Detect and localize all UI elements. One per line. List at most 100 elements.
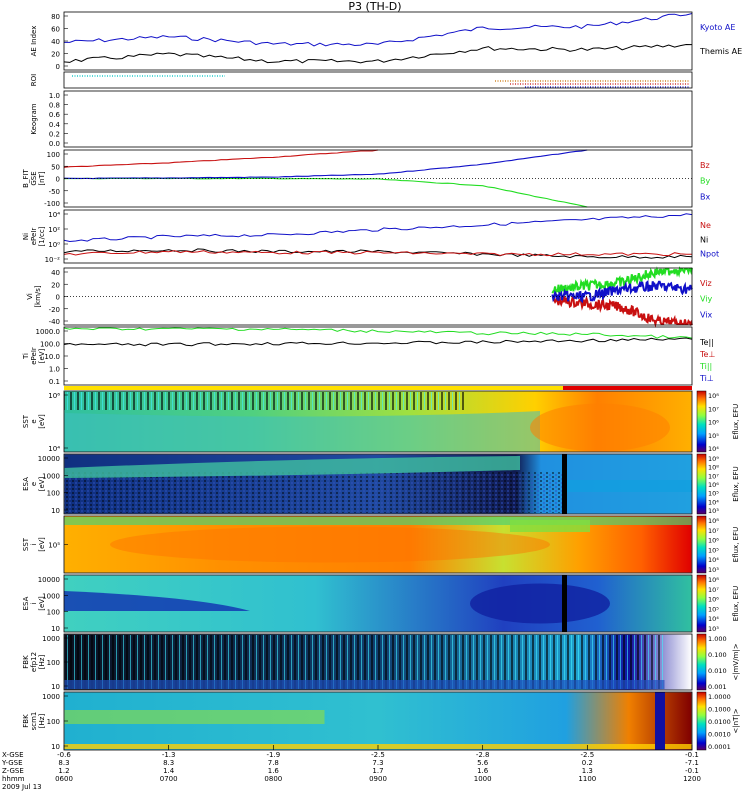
fbk-b-green-band <box>64 710 325 724</box>
ylabel-sst_e: [eV] <box>38 414 46 429</box>
ytick-esa_i: 10000 <box>38 576 60 584</box>
colorbar-tick-fbk_b: 0.0001 <box>708 743 731 751</box>
ytick-keogram: 1.0 <box>49 92 60 100</box>
ylabel-keogram: Keogram <box>30 103 38 134</box>
ylabel-ae: AE Index <box>30 26 38 57</box>
ytick-bfield: -50 <box>49 188 60 196</box>
legend-velocity: Viz <box>700 279 712 288</box>
ylabel-fbk_b: FBK <box>22 714 30 728</box>
sst-e-lower-region <box>64 411 540 452</box>
colorbar-tick-sst_e: 10⁷ <box>708 405 719 413</box>
ylabel-esa_i: [eV] <box>38 596 46 611</box>
xtick-label: 8.3 <box>163 759 174 767</box>
ytick-temp: 1.0 <box>49 366 60 374</box>
panel-frame-density <box>63 209 693 264</box>
colorbar-tick-esa_i: 10⁷ <box>708 586 719 594</box>
colorbar-sst_i <box>696 515 707 574</box>
status-bar <box>64 386 692 390</box>
ylabel-roi: ROI <box>30 74 38 86</box>
xtick-label: 1.7 <box>372 767 383 775</box>
colorbar-tick-fbk_b: 0.0010 <box>708 731 731 739</box>
ylabel-density: [1/cc] <box>38 226 46 246</box>
legend-temp: Te|| <box>699 338 714 347</box>
ytick-esa_i: 100 <box>47 609 60 617</box>
ytick-sst_i: 10⁵ <box>48 542 60 550</box>
series-bfield-by <box>63 177 588 208</box>
fbk-e-bottom-band <box>64 680 665 689</box>
ytick-keogram: 0.8 <box>49 102 60 110</box>
colorbar-tick-esa_e: 10⁶ <box>708 481 719 489</box>
ylabel-temp: [eV] <box>38 348 46 363</box>
colorbar-tick-esa_e: 10³ <box>708 507 719 515</box>
ytick-esa_i: 1000 <box>42 592 60 600</box>
colorbar-tick-sst_e: 10⁸ <box>708 392 719 400</box>
colorbar-tick-esa_e: 10⁴ <box>708 498 719 506</box>
ytick-velocity: 40 <box>51 269 60 277</box>
series-bfield-bz <box>63 149 379 168</box>
colorbar-tick-esa_e: 10⁵ <box>708 490 719 498</box>
ylabel-fbk_e: efp12 <box>30 652 38 672</box>
legend-velocity: Vix <box>700 310 713 319</box>
xtick-label: 5.6 <box>477 759 489 767</box>
series-ae-kyoto-ae <box>64 13 693 47</box>
colorbar-esa_i <box>696 574 707 633</box>
ytick-velocity: -20 <box>49 306 60 314</box>
series-density-npot <box>63 213 693 243</box>
esa-e-upper-band <box>64 456 520 478</box>
ytick-esa_e: 10000 <box>38 455 60 463</box>
colorbar-tick-esa_e: 10⁹ <box>708 455 719 463</box>
ytick-density: 10⁴ <box>48 211 60 219</box>
ytick-bfield: -100 <box>44 200 60 208</box>
ytick-bfield: 50 <box>51 163 60 171</box>
ytick-ae: 0 <box>56 63 60 71</box>
xtick-label: -7.1 <box>685 759 699 767</box>
xtick-label: -2.8 <box>476 751 490 759</box>
ytick-fbk_b: 100 <box>47 718 60 726</box>
xtick-label: -1.3 <box>162 751 176 759</box>
series-ae-themis-ae <box>63 43 693 64</box>
xtick-label: 1.2 <box>58 767 69 775</box>
ylabel-sst_e: SST <box>22 414 30 428</box>
colorbar-label-esa_e: Eflux, EFU <box>732 466 740 501</box>
esa-i-deep-region <box>470 583 610 624</box>
status-bar-flag <box>563 386 692 390</box>
panel-frame-esa_e <box>63 453 693 515</box>
colorbar-esa_e <box>696 453 707 515</box>
ytick-keogram: 0.2 <box>49 130 60 138</box>
xaxis-row-label: Z-GSE <box>2 767 24 775</box>
date-label: 2009 Jul 13 <box>2 783 42 791</box>
ylabel-esa_i: i <box>30 602 38 604</box>
ylabel-esa_e: e <box>30 482 38 486</box>
ytick-temp: 1000.0 <box>36 328 61 336</box>
series-velocity-viz <box>551 294 693 328</box>
legend-ae: Themis AE <box>699 47 742 56</box>
xtick-label: 0.2 <box>582 759 593 767</box>
legend-density: Npot <box>700 250 719 259</box>
colorbar-fbk_b <box>696 691 707 751</box>
ylabel-temp: ePeIr <box>30 347 38 365</box>
colorbar-tick-fbk_e: 1.000 <box>708 635 727 643</box>
xtick-label: -2.5 <box>580 751 594 759</box>
sst-i-top-band <box>64 517 692 525</box>
series-temp-ti- <box>63 327 693 339</box>
ytick-ae: 60 <box>51 26 60 34</box>
ytick-temp: 0.1 <box>49 378 60 386</box>
ytick-fbk_e: 1000 <box>42 635 60 643</box>
ylabel-esa_e: [eV] <box>38 476 46 491</box>
ytick-velocity: 20 <box>51 281 60 289</box>
ytick-temp: 100.0 <box>40 341 60 349</box>
ylabel-esa_e: ESA <box>22 477 30 491</box>
xtick-label: -0.6 <box>57 751 71 759</box>
ytick-density: 10² <box>48 226 60 234</box>
xtick-label: 7.3 <box>372 759 383 767</box>
series-density-ni <box>63 248 693 259</box>
legend-bfield: By <box>700 177 710 186</box>
legend-bfield: Bx <box>700 192 710 201</box>
xtick-label: 1200 <box>683 775 701 783</box>
legend-density: Ne <box>700 221 711 230</box>
colorbar-tick-sst_i: 10⁶ <box>708 537 719 545</box>
legend-velocity: Viy <box>700 295 713 304</box>
esa-e-speckle <box>64 472 565 513</box>
xtick-label: 1.4 <box>163 767 175 775</box>
